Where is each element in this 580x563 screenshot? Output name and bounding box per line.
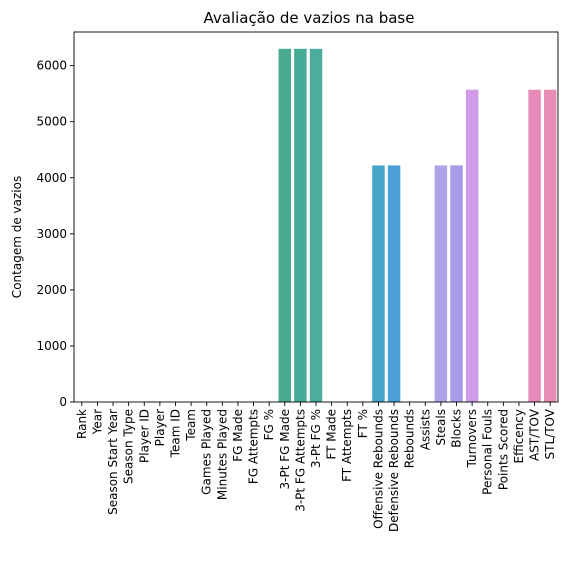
x-tick-label-15: 3-Pt FG % — [309, 409, 323, 468]
y-tick-label-0: 0 — [59, 395, 67, 409]
x-tick-label-27: Points Scored — [496, 409, 510, 490]
bar-15 — [309, 48, 323, 403]
x-tick-label-21: Rebounds — [403, 409, 417, 468]
x-tick-label-17: FT Attempts — [340, 409, 354, 482]
x-tick-label-24: Blocks — [450, 409, 464, 448]
x-tick-label-28: Efficency — [512, 409, 526, 463]
x-tick-label-11: FG Attempts — [247, 409, 261, 484]
y-axis-ticks: 0 1000 2000 3000 4000 5000 6000 — [36, 59, 74, 409]
x-tick-label-2: Season Start Year — [106, 409, 120, 515]
x-tick-label-30: STL/TOV — [543, 408, 557, 459]
plot-frame — [73, 31, 559, 403]
x-tick-label-0: Rank — [75, 409, 89, 439]
x-tick-label-16: FT Made — [325, 409, 339, 460]
x-tick-label-26: Personal Fouls — [481, 409, 495, 495]
x-tick-label-25: Turnovers — [465, 409, 479, 468]
y-tick-label-4: 4000 — [36, 171, 67, 185]
y-tick-label-2: 2000 — [36, 283, 67, 297]
y-tick-label-1: 1000 — [36, 339, 67, 353]
bars-group — [278, 48, 557, 403]
bar-13 — [278, 48, 292, 403]
bar-20 — [387, 165, 401, 402]
x-tick-label-20: Defensive Rebounds — [387, 409, 401, 532]
x-tick-label-3: Season Type — [122, 409, 136, 484]
y-tick-label-3: 3000 — [36, 227, 67, 241]
bar-29 — [528, 89, 541, 402]
bar-23 — [434, 165, 448, 402]
x-tick-label-1: Year — [90, 409, 104, 435]
bar-24 — [450, 165, 463, 402]
chart-title: Avaliação de vazios na base — [204, 9, 415, 27]
x-tick-label-9: Minutes Played — [215, 409, 229, 500]
x-tick-label-10: FG Made — [231, 409, 245, 462]
bar-19 — [372, 165, 385, 402]
y-tick-label-6: 6000 — [36, 59, 67, 73]
y-tick-label-5: 5000 — [36, 115, 67, 129]
x-tick-label-4: Player ID — [137, 409, 151, 463]
x-tick-label-6: Team ID — [168, 409, 182, 458]
x-tick-label-14: 3-Pt FG Attempts — [293, 409, 307, 512]
x-tick-label-29: AST/TOV — [528, 408, 542, 461]
x-tick-label-22: Assists — [418, 409, 432, 450]
x-tick-label-18: FT % — [356, 409, 370, 438]
x-tick-label-8: Games Played — [200, 409, 214, 495]
x-tick-label-7: Team — [184, 409, 198, 442]
x-axis-ticks: Rank Year Season Start Year Season Type Play… — [75, 402, 557, 532]
x-tick-label-23: Steals — [434, 409, 448, 446]
bar-25 — [465, 89, 479, 402]
bar-14 — [294, 48, 307, 403]
x-tick-label-5: Player — [153, 409, 167, 446]
bar-30 — [543, 89, 557, 402]
x-tick-label-12: FG % — [262, 409, 276, 440]
x-tick-label-13: 3-Pt FG Made — [278, 409, 292, 489]
x-tick-label-19: Offensive Rebounds — [371, 409, 385, 529]
y-axis-label: Contagem de vazios — [10, 176, 24, 298]
